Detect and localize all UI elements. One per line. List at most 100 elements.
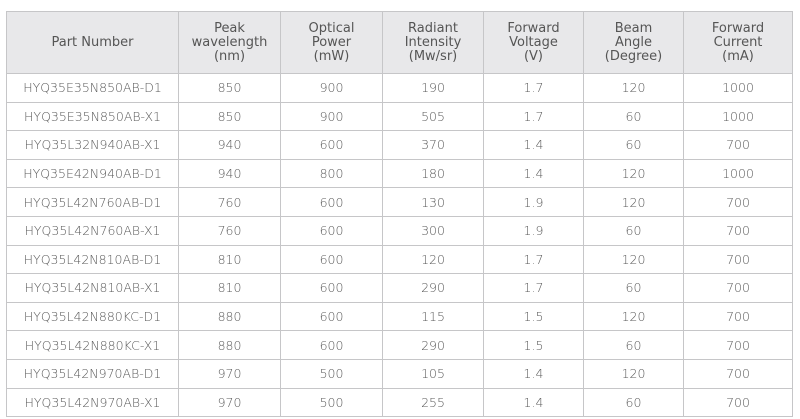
cell-radiant-intensity: 290 bbox=[382, 330, 484, 360]
cell-peak-wavelength: 940 bbox=[178, 130, 281, 160]
cell-radiant-intensity: 300 bbox=[382, 215, 484, 246]
cell-beam-angle: 60 bbox=[583, 273, 684, 303]
cell-part-number: HYQ35L42N760AB-X1 bbox=[6, 215, 179, 246]
cell-forward-voltage: 1.5 bbox=[483, 330, 584, 360]
cell-part-number: HYQ35L42N880KC-X1 bbox=[6, 330, 179, 360]
cell-forward-current: 1000 bbox=[683, 73, 793, 103]
cell-forward-voltage: 1.9 bbox=[483, 215, 584, 246]
cell-radiant-intensity: 290 bbox=[382, 273, 484, 303]
cell-radiant-intensity: 115 bbox=[382, 301, 484, 332]
cell-beam-angle: 60 bbox=[583, 130, 684, 160]
column-header-optical-power: Optical Power (mW) bbox=[280, 11, 383, 74]
cell-forward-voltage: 1.7 bbox=[483, 101, 584, 132]
cell-forward-current: 1000 bbox=[683, 158, 793, 189]
cell-optical-power: 600 bbox=[280, 130, 383, 160]
cell-part-number: HYQ35L42N810AB-X1 bbox=[6, 273, 179, 303]
cell-beam-angle: 60 bbox=[583, 387, 684, 418]
table-row: HYQ35E35N850AB-X1 850 900 505 1.7 60 1000 bbox=[6, 101, 793, 132]
cell-part-number: HYQ35L42N970AB-D1 bbox=[6, 358, 179, 389]
cell-forward-current: 1000 bbox=[683, 101, 793, 132]
cell-radiant-intensity: 255 bbox=[382, 387, 484, 418]
cell-optical-power: 900 bbox=[280, 73, 383, 103]
cell-optical-power: 900 bbox=[280, 101, 383, 132]
cell-beam-angle: 120 bbox=[583, 301, 684, 332]
table-row: HYQ35L42N880KC-X1 880 600 290 1.5 60 700 bbox=[6, 330, 793, 360]
column-header-radiant-intensity: Radiant Intensity (Mw/sr) bbox=[382, 11, 484, 74]
cell-peak-wavelength: 880 bbox=[178, 301, 281, 332]
cell-part-number: HYQ35E35N850AB-X1 bbox=[6, 101, 179, 132]
column-header-forward-current: Forward Current (mA) bbox=[683, 11, 793, 74]
cell-beam-angle: 120 bbox=[583, 158, 684, 189]
cell-optical-power: 600 bbox=[280, 244, 383, 275]
cell-forward-current: 700 bbox=[683, 187, 793, 217]
cell-peak-wavelength: 880 bbox=[178, 330, 281, 360]
cell-radiant-intensity: 130 bbox=[382, 187, 484, 217]
cell-part-number: HYQ35E35N850AB-D1 bbox=[6, 73, 179, 103]
cell-forward-current: 700 bbox=[683, 130, 793, 160]
table-row: HYQ35L42N970AB-X1 970 500 255 1.4 60 700 bbox=[6, 387, 793, 418]
column-header-part-number: Part Number bbox=[6, 11, 179, 74]
table-row: HYQ35L42N970AB-D1 970 500 105 1.4 120 700 bbox=[6, 358, 793, 389]
cell-forward-current: 700 bbox=[683, 330, 793, 360]
cell-peak-wavelength: 760 bbox=[178, 215, 281, 246]
cell-beam-angle: 60 bbox=[583, 215, 684, 246]
cell-radiant-intensity: 105 bbox=[382, 358, 484, 389]
cell-part-number: HYQ35L42N810AB-D1 bbox=[6, 244, 179, 275]
cell-forward-current: 700 bbox=[683, 273, 793, 303]
cell-forward-current: 700 bbox=[683, 387, 793, 418]
cell-beam-angle: 60 bbox=[583, 101, 684, 132]
table-row: HYQ35L42N810AB-D1 810 600 120 1.7 120 700 bbox=[6, 244, 793, 275]
cell-optical-power: 600 bbox=[280, 301, 383, 332]
cell-forward-voltage: 1.4 bbox=[483, 358, 584, 389]
cell-forward-voltage: 1.5 bbox=[483, 301, 584, 332]
cell-forward-voltage: 1.7 bbox=[483, 73, 584, 103]
product-spec-table: Part Number Peak wavelength (nm) Optical P… bbox=[6, 11, 793, 418]
cell-optical-power: 800 bbox=[280, 158, 383, 189]
cell-forward-current: 700 bbox=[683, 244, 793, 275]
cell-optical-power: 600 bbox=[280, 187, 383, 217]
cell-peak-wavelength: 810 bbox=[178, 273, 281, 303]
cell-optical-power: 600 bbox=[280, 215, 383, 246]
cell-optical-power: 600 bbox=[280, 273, 383, 303]
cell-peak-wavelength: 970 bbox=[178, 358, 281, 389]
cell-part-number: HYQ35E42N940AB-D1 bbox=[6, 158, 179, 189]
cell-optical-power: 600 bbox=[280, 330, 383, 360]
cell-beam-angle: 60 bbox=[583, 330, 684, 360]
cell-beam-angle: 120 bbox=[583, 358, 684, 389]
cell-peak-wavelength: 810 bbox=[178, 244, 281, 275]
cell-forward-voltage: 1.4 bbox=[483, 158, 584, 189]
cell-peak-wavelength: 970 bbox=[178, 387, 281, 418]
cell-forward-voltage: 1.7 bbox=[483, 244, 584, 275]
table-row: HYQ35L42N880KC-D1 880 600 115 1.5 120 700 bbox=[6, 301, 793, 332]
cell-optical-power: 500 bbox=[280, 358, 383, 389]
cell-peak-wavelength: 850 bbox=[178, 101, 281, 132]
cell-forward-current: 700 bbox=[683, 215, 793, 246]
table-row: HYQ35L42N760AB-D1 760 600 130 1.9 120 700 bbox=[6, 187, 793, 217]
table-row: HYQ35E35N850AB-D1 850 900 190 1.7 120 1000 bbox=[6, 73, 793, 103]
cell-radiant-intensity: 180 bbox=[382, 158, 484, 189]
cell-forward-current: 700 bbox=[683, 358, 793, 389]
cell-optical-power: 500 bbox=[280, 387, 383, 418]
cell-forward-voltage: 1.9 bbox=[483, 187, 584, 217]
cell-radiant-intensity: 120 bbox=[382, 244, 484, 275]
cell-forward-voltage: 1.7 bbox=[483, 273, 584, 303]
cell-part-number: HYQ35L42N970AB-X1 bbox=[6, 387, 179, 418]
cell-part-number: HYQ35L32N940AB-X1 bbox=[6, 130, 179, 160]
cell-part-number: HYQ35L42N760AB-D1 bbox=[6, 187, 179, 217]
cell-forward-current: 700 bbox=[683, 301, 793, 332]
table-row: HYQ35L32N940AB-X1 940 600 370 1.4 60 700 bbox=[6, 130, 793, 160]
table-row: HYQ35L42N760AB-X1 760 600 300 1.9 60 700 bbox=[6, 215, 793, 246]
cell-peak-wavelength: 940 bbox=[178, 158, 281, 189]
cell-peak-wavelength: 850 bbox=[178, 73, 281, 103]
cell-radiant-intensity: 370 bbox=[382, 130, 484, 160]
cell-part-number: HYQ35L42N880KC-D1 bbox=[6, 301, 179, 332]
cell-beam-angle: 120 bbox=[583, 187, 684, 217]
table-header-row: Part Number Peak wavelength (nm) Optical P… bbox=[6, 11, 793, 74]
table-row: HYQ35E42N940AB-D1 940 800 180 1.4 120 1000 bbox=[6, 158, 793, 189]
column-header-beam-angle: Beam Angle (Degree) bbox=[583, 11, 684, 74]
cell-forward-voltage: 1.4 bbox=[483, 130, 584, 160]
cell-radiant-intensity: 505 bbox=[382, 101, 484, 132]
cell-radiant-intensity: 190 bbox=[382, 73, 484, 103]
cell-beam-angle: 120 bbox=[583, 73, 684, 103]
cell-beam-angle: 120 bbox=[583, 244, 684, 275]
